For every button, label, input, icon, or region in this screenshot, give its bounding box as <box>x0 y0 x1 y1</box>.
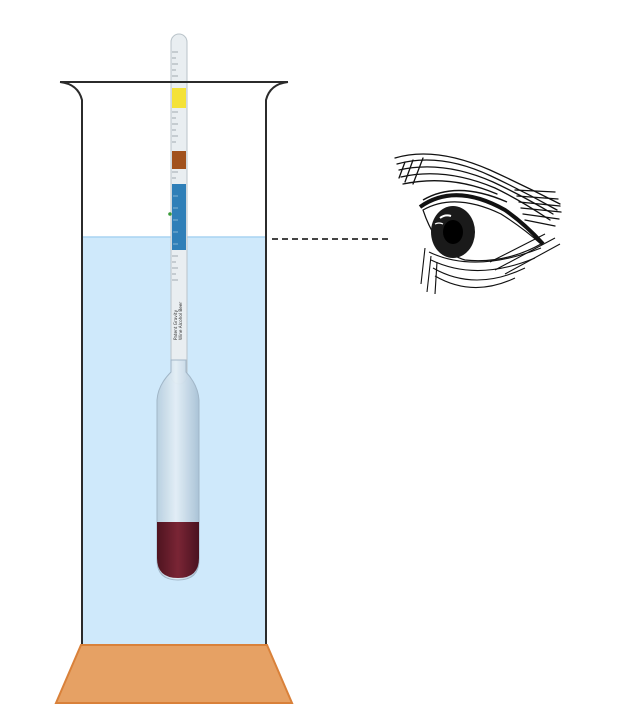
band-blue <box>172 184 186 250</box>
hydrometer: Patent Gravity Wine Alcohol Beer <box>156 33 200 581</box>
band-brown <box>172 151 186 169</box>
cylinder-base <box>54 644 294 704</box>
stem-marker <box>168 212 172 216</box>
band-yellow <box>172 88 186 108</box>
eye-icon <box>394 153 562 295</box>
hydrometer-ballast <box>157 522 199 578</box>
hydrometer-label-1: Patent Gravity <box>173 309 178 340</box>
hydrometer-label-2: Wine Alcohol Beer <box>178 302 183 340</box>
